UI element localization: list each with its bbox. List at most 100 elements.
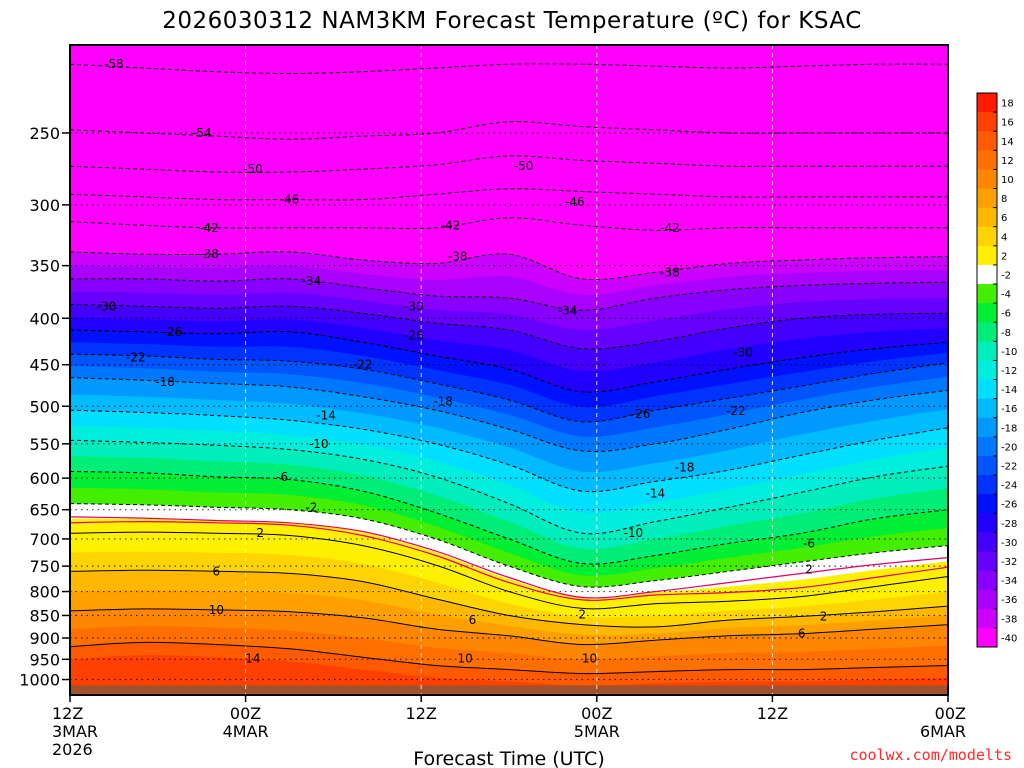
colorbar-swatch — [977, 608, 997, 629]
contour-label: -46 — [565, 195, 585, 209]
time-tick-label: 6MAR — [920, 722, 966, 741]
isotherm-line — [70, 608, 948, 646]
contour-label: 10 — [582, 651, 597, 665]
contour-label: -26 — [631, 407, 651, 421]
pressure-axis: 250 300 350 400 450 500 550 600 650 700 750 800 850 9… — [19, 124, 70, 690]
colorbar-label: -18 — [1001, 423, 1017, 434]
time-tick-label: 2026 — [52, 740, 93, 759]
colorbar-label: -10 — [1001, 347, 1017, 358]
time-tick-label: 5MAR — [574, 722, 620, 741]
isotherm-line — [70, 377, 948, 452]
contour-label: -22 — [126, 351, 146, 365]
ground-strip — [70, 685, 948, 695]
pressure-tick-label: 300 — [29, 196, 60, 215]
contour-label: -30 — [97, 299, 117, 313]
colorbar-label: 18 — [1001, 99, 1014, 110]
contour-label: -18 — [675, 460, 695, 474]
colorbar-legend: 18 16 14 12 10 8 6 4 2 -2 -4 -6 -8 -10 -12 -14 -16 -18 -20… — [976, 92, 1017, 648]
contour-label: -46 — [280, 193, 300, 207]
time-tick-label: 00Z — [230, 704, 261, 723]
pressure-tick-label: 250 — [29, 124, 60, 143]
pressure-tick-label: 600 — [29, 469, 60, 488]
colorbar-swatch — [977, 207, 997, 228]
contour-label: -42 — [441, 218, 461, 232]
colorbar-label: -32 — [1001, 557, 1017, 568]
pressure-tick-label: 400 — [29, 309, 60, 328]
contour-label: 14 — [245, 651, 260, 665]
colorbar-label: -40 — [1001, 633, 1017, 644]
isotherm-line — [70, 303, 948, 350]
colorbar-swatch — [977, 513, 997, 533]
colorbar-label: -30 — [1001, 538, 1017, 549]
isotherm-line — [70, 353, 948, 423]
contour-label: -30 — [404, 299, 424, 313]
colorbar-swatch — [977, 341, 997, 361]
x-axis-title: Forecast Time (UTC) — [413, 748, 604, 768]
contour-label: -58 — [104, 57, 124, 71]
colorbar-label: -8 — [1001, 328, 1011, 339]
contour-label: -22 — [353, 358, 373, 372]
freezing-line — [70, 520, 948, 601]
contour-labels: -58 -54 -50 -46 -42 -38 -34 -30 -26 -22 -18 -14 -10 -… — [97, 57, 828, 665]
time-tick-label: 00Z — [935, 704, 966, 723]
colorbar-label: 14 — [1001, 137, 1014, 148]
colorbar-swatch — [977, 188, 997, 209]
pressure-tick-label: 650 — [29, 501, 60, 520]
colorbar-label: -2 — [1001, 270, 1011, 281]
pressure-tick-label: 800 — [29, 583, 60, 602]
time-tick-label: 4MAR — [223, 722, 269, 741]
plot-frame — [69, 44, 949, 696]
contour-label: -42 — [199, 221, 219, 235]
colorbar-label: -36 — [1001, 595, 1017, 606]
contour-label: -6 — [276, 470, 288, 484]
colorbar-swatch — [977, 264, 997, 285]
colorbar-label: 4 — [1001, 232, 1007, 243]
colorbar-frame — [976, 92, 998, 648]
pressure-tick-label: 350 — [29, 257, 60, 276]
contour-label: -6 — [803, 536, 815, 550]
colorbar-swatch — [977, 226, 997, 247]
isotherm-line — [70, 251, 948, 281]
credit-link[interactable]: coolwx.com/modelts — [849, 746, 1012, 764]
contour-label: 6 — [469, 613, 477, 627]
pressure-tick-label: 850 — [29, 606, 60, 625]
contour-label: -22 — [726, 404, 746, 418]
temperature-band — [70, 655, 948, 695]
colorbar-label: -6 — [1001, 309, 1011, 320]
colorbar-swatch — [977, 245, 997, 266]
contour-label: -50 — [514, 159, 534, 173]
contour-label: -30 — [733, 345, 753, 359]
colorbar-swatch — [977, 551, 997, 572]
contour-label: -54 — [192, 126, 212, 140]
contour-label: -34 — [302, 274, 322, 288]
contour-label: -50 — [243, 162, 263, 176]
contour-label: -14 — [646, 487, 666, 501]
contour-label: -38 — [448, 250, 468, 264]
ground-surface — [70, 685, 948, 695]
chart-title: 2026030312 NAM3KM Forecast Temperature (… — [162, 8, 862, 34]
time-tick-label: 00Z — [581, 704, 612, 723]
contour-label: 2 — [256, 526, 264, 540]
colorbar-label: -14 — [1001, 385, 1017, 396]
contour-label: 6 — [798, 627, 806, 641]
colorbar-label: -16 — [1001, 404, 1017, 415]
colorbar-swatch — [977, 589, 997, 610]
colorbar-swatch — [977, 398, 997, 419]
colorbar-swatch — [977, 417, 997, 438]
isotherm-line — [70, 439, 948, 535]
colorbar-label: -34 — [1001, 576, 1017, 587]
colorbar-label: -4 — [1001, 290, 1011, 301]
colorbar-swatch — [977, 532, 997, 552]
contour-label: -10 — [624, 526, 644, 540]
colorbar-swatch — [977, 436, 997, 457]
colorbar-swatch — [977, 627, 997, 648]
temperature-bands — [70, 45, 948, 695]
colorbar-label: -28 — [1001, 519, 1017, 530]
contour-label: 10 — [457, 651, 472, 665]
time-tick-label: 12Z — [52, 704, 83, 723]
colorbar-swatch — [977, 303, 997, 323]
pressure-tick-label: 900 — [29, 629, 60, 648]
colorbar-swatch — [977, 455, 997, 476]
